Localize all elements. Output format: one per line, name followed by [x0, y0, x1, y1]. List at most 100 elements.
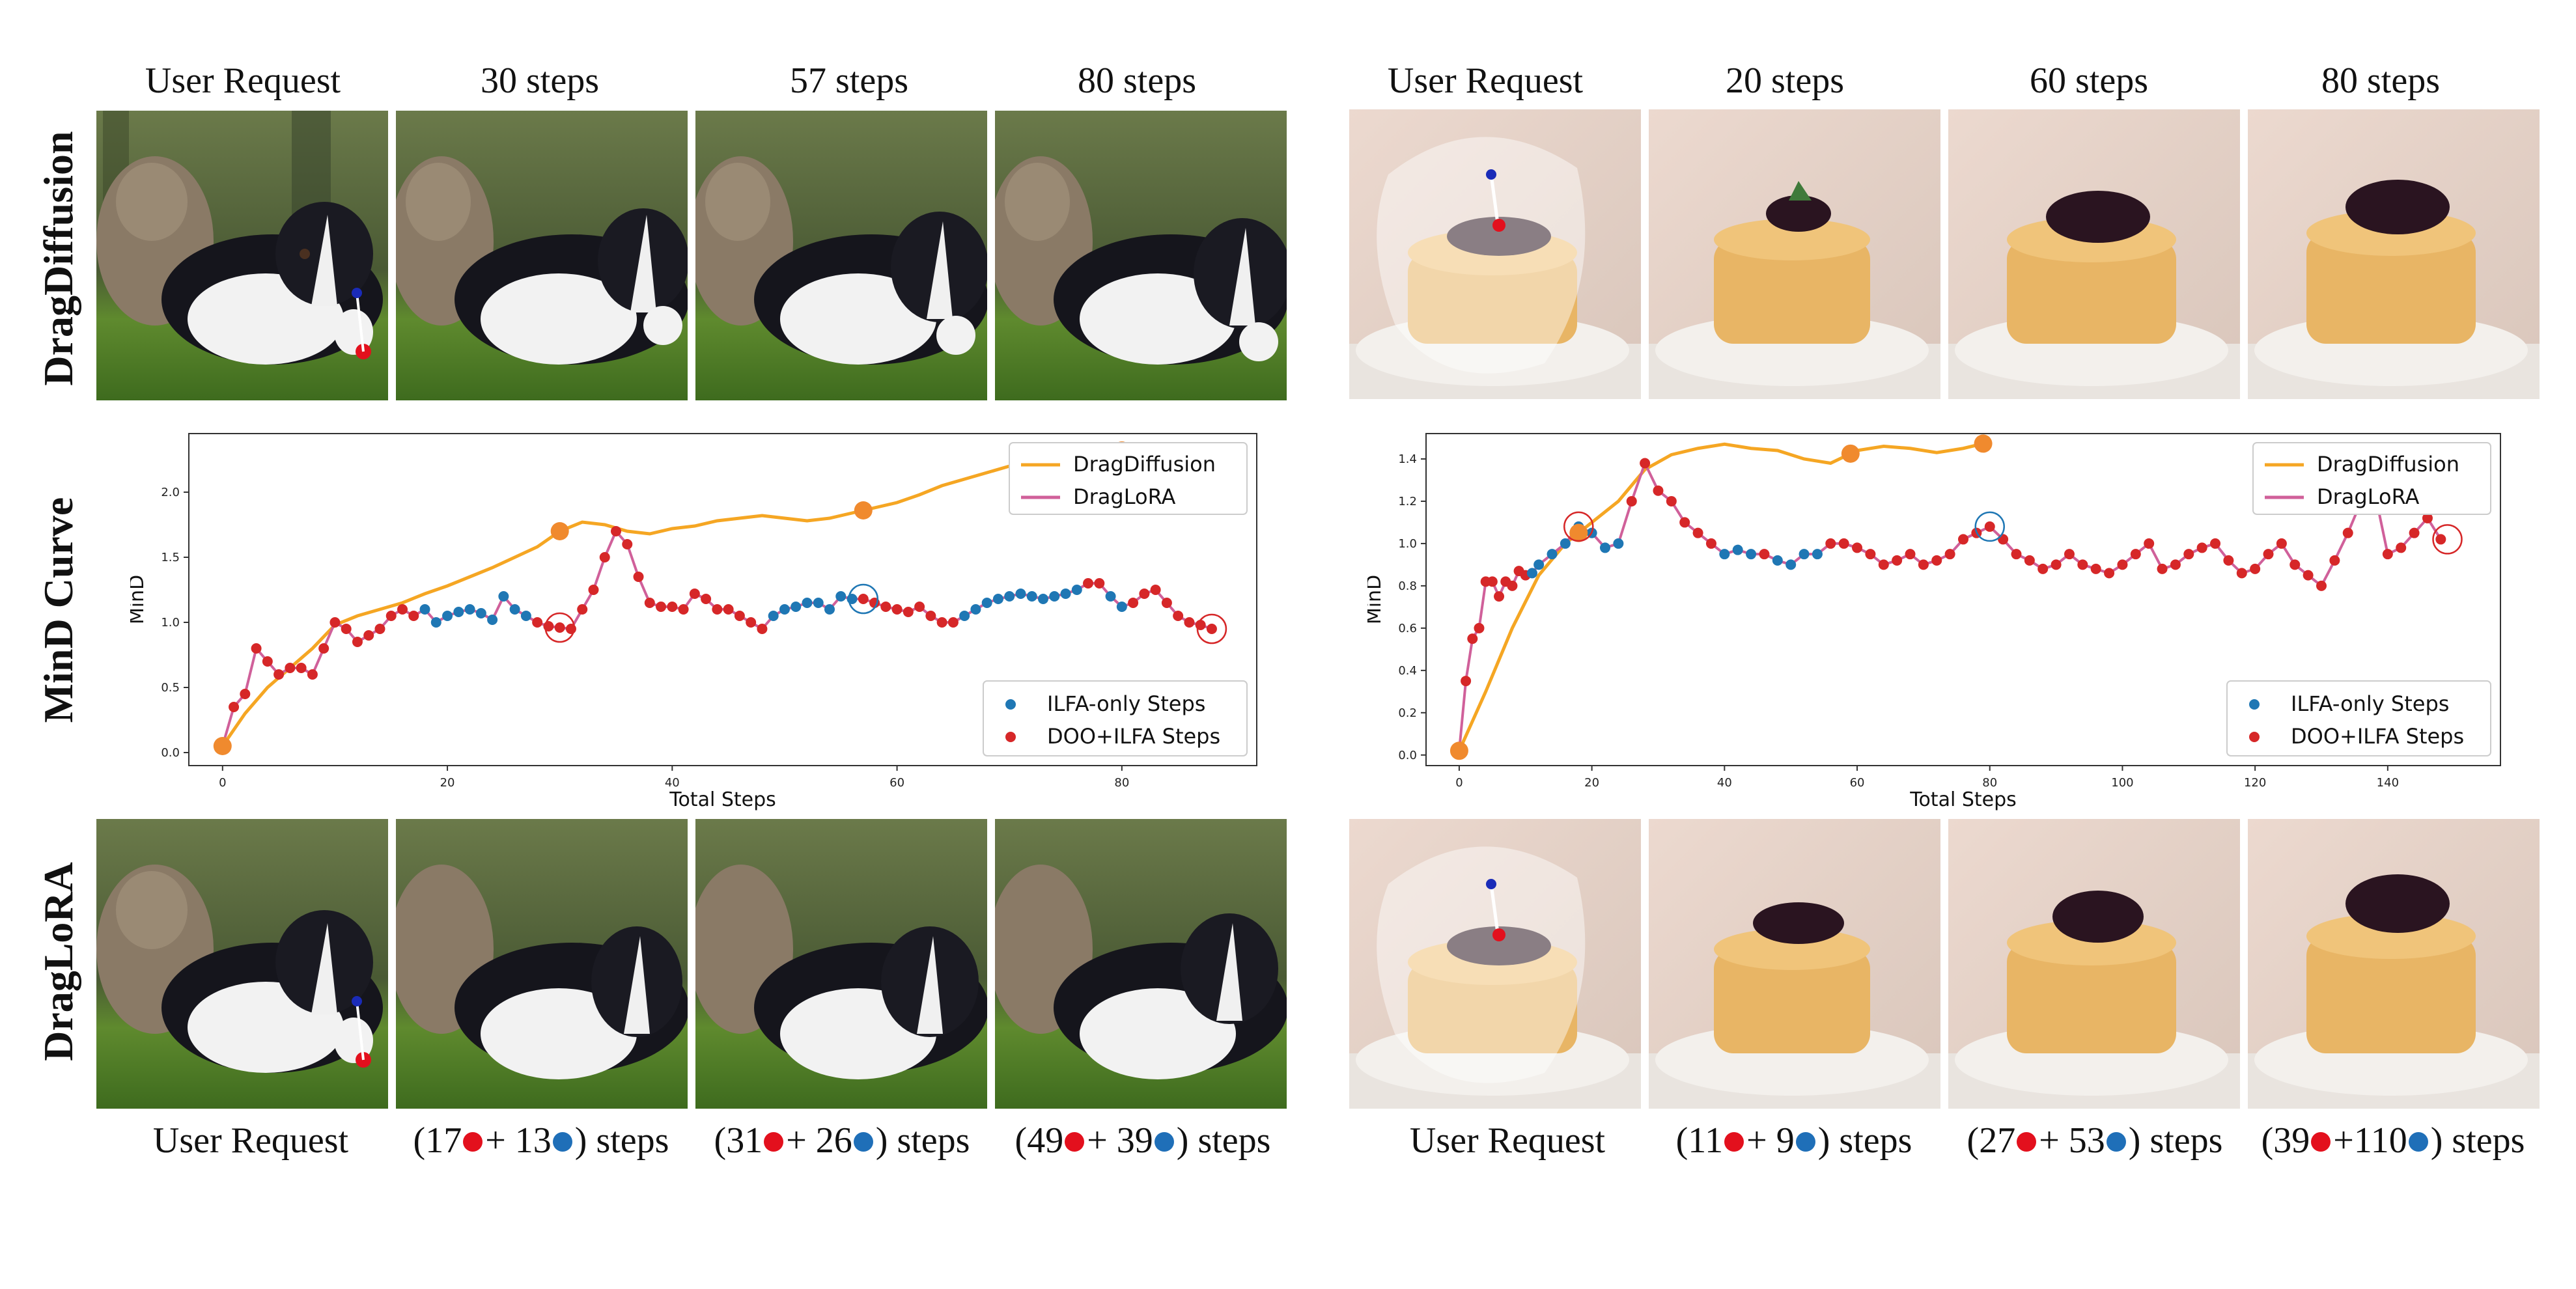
x-tick-label: 40 — [665, 776, 680, 790]
doo-ilfa-point — [1184, 617, 1195, 628]
right-bottom-label-1: User Request — [1354, 1120, 1660, 1161]
y-tick-label: 0.6 — [1398, 622, 1417, 635]
legend-line-label: DragLoRA — [1073, 484, 1176, 509]
left-bottom-label-3: (31 + 26) steps — [689, 1120, 995, 1161]
x-tick-label: 80 — [1982, 776, 1997, 790]
ilfa-only-point — [791, 602, 802, 612]
dragdiffusion-marker — [1569, 523, 1588, 542]
legend-point-label: DOO+ILFA Steps — [1047, 724, 1220, 749]
legend-point-swatch — [2249, 732, 2260, 742]
doo-ilfa-point — [307, 669, 318, 680]
doo-ilfa-point — [1173, 611, 1184, 621]
ilfa-only-point — [1060, 589, 1071, 599]
doo-ilfa-point — [2396, 542, 2407, 553]
doo-ilfa-point — [2090, 563, 2101, 574]
dragdiffusion-marker — [1974, 434, 1993, 453]
doo-ilfa-point — [734, 611, 745, 621]
ilfa-only-point — [1812, 549, 1823, 560]
left-header-4: 80 steps — [1078, 61, 1196, 101]
doo-ilfa-point — [262, 656, 273, 667]
doo-ilfa-point — [1852, 542, 1863, 553]
doo-ilfa-point — [903, 607, 914, 617]
ilfa-count: +110 — [2333, 1120, 2407, 1161]
y-tick-label: 1.0 — [161, 616, 180, 630]
x-tick-label: 40 — [1717, 776, 1732, 790]
doo-ilfa-point — [2276, 538, 2287, 549]
red-dot-icon — [2311, 1132, 2331, 1152]
right-header-4: 80 steps — [2321, 61, 2440, 101]
doo-ilfa-point — [341, 624, 352, 634]
doo-ilfa-point — [1640, 458, 1651, 469]
x-tick-label: 0 — [1455, 776, 1463, 790]
ilfa-only-point — [992, 594, 1003, 604]
dragdiffusion-marker — [550, 522, 569, 540]
steps-suffix: ) steps — [875, 1120, 970, 1161]
dragdiffusion-marker — [854, 501, 873, 520]
legend-line-label: DragDiffusion — [2317, 452, 2459, 477]
left-bottom-label-1: User Request — [98, 1120, 404, 1161]
doo-ilfa-point — [1679, 517, 1690, 528]
doo-ilfa-point — [2170, 559, 2181, 570]
doo-ilfa-point — [2104, 568, 2115, 579]
doo-ilfa-point — [363, 630, 374, 641]
doo-ilfa-point — [532, 617, 543, 628]
doo-ilfa-point — [1494, 591, 1505, 602]
ilfa-count: + 26 — [786, 1120, 852, 1161]
doo-ilfa-point — [1944, 549, 1955, 560]
red-dot-icon — [764, 1132, 784, 1152]
blue-dot-icon — [552, 1132, 572, 1152]
doo-ilfa-point — [273, 669, 285, 680]
x-tick-label: 20 — [440, 776, 455, 790]
x-tick-label: 140 — [2377, 776, 2399, 790]
right-bottom-photo-3 — [1948, 819, 2240, 1109]
doo-ilfa-point — [1984, 521, 1995, 532]
ilfa-only-point — [981, 598, 992, 608]
doo-ilfa-point — [2130, 549, 2141, 560]
point-legend-box — [983, 680, 1248, 756]
doo-ilfa-point — [2157, 563, 2168, 574]
doo-ilfa-point — [2316, 580, 2327, 591]
steps-suffix: ) steps — [1817, 1120, 1912, 1161]
y-tick-label: 0.5 — [161, 681, 180, 695]
steps-suffix: ) steps — [1176, 1120, 1271, 1161]
x-tick-label: 100 — [2111, 776, 2133, 790]
doo-ilfa-point — [229, 702, 240, 712]
doo-ilfa-point — [1139, 589, 1150, 599]
steps-suffix: ) steps — [574, 1120, 669, 1161]
blue-dot-icon — [853, 1132, 873, 1152]
ilfa-only-point — [487, 615, 498, 625]
doo-ilfa-point — [1892, 555, 1903, 566]
ilfa-only-point — [813, 598, 824, 608]
doo-ilfa-point — [1692, 527, 1703, 538]
ilfa-only-point — [475, 608, 486, 618]
doo-ilfa-point — [1931, 555, 1942, 566]
red-dot-icon — [2017, 1132, 2037, 1152]
doo-ilfa-point — [656, 602, 667, 612]
ilfa-only-point — [1533, 559, 1545, 570]
ilfa-only-point — [1004, 591, 1015, 602]
right-bottom-label-4: (39 +110) steps — [2240, 1120, 2546, 1161]
doo-ilfa-point — [1759, 549, 1770, 560]
doo-ilfa-point — [1865, 549, 1876, 560]
y-tick-label: 0.0 — [1398, 749, 1417, 762]
x-tick-label: 60 — [889, 776, 904, 790]
doo-ilfa-point — [1128, 598, 1139, 608]
legend-line-label: DragDiffusion — [1073, 452, 1216, 477]
circled-point — [1196, 613, 1227, 644]
doo-ilfa-point — [925, 611, 936, 621]
doo-ilfa-point — [611, 526, 621, 536]
doo-ilfa-point — [2210, 538, 2221, 549]
x-tick-label: 0 — [219, 776, 226, 790]
ilfa-count: + 13 — [485, 1120, 552, 1161]
legend-point-swatch — [2249, 699, 2260, 710]
ilfa-only-point — [1116, 602, 1127, 612]
ilfa-count: + 9 — [1746, 1120, 1795, 1161]
doo-ilfa-point — [1666, 495, 1677, 506]
doo-ilfa-point — [701, 594, 712, 604]
right-top-photo-3 — [1948, 109, 2240, 399]
ilfa-only-point — [1071, 585, 1082, 595]
x-axis-label: Total Steps — [1909, 788, 2017, 811]
doo-ilfa-point — [1918, 559, 1929, 570]
doo-ilfa-point — [644, 598, 655, 608]
doo-ilfa-point — [622, 539, 633, 549]
